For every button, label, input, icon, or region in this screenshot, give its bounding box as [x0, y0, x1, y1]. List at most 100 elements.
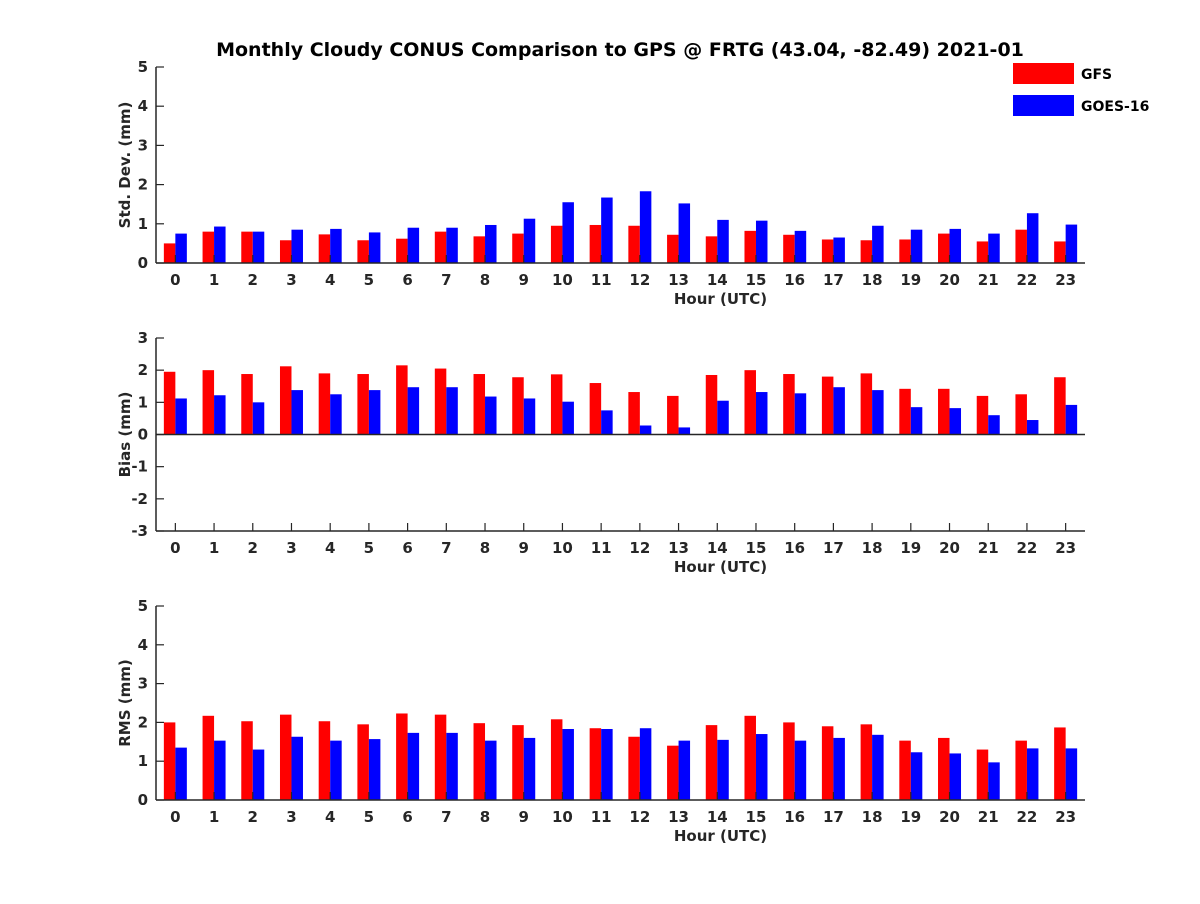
y-tick-label: 5	[138, 597, 148, 615]
bar-gfs-hour-22	[1015, 229, 1027, 263]
bar-gfs-hour-15	[744, 715, 756, 800]
bar-gfs-hour-17	[821, 239, 834, 263]
bar-goes-16-hour-2	[252, 749, 265, 800]
x-tick-label: 15	[746, 539, 767, 557]
x-tick-label: 17	[823, 808, 844, 826]
bar-gfs-hour-11	[589, 728, 602, 800]
x-tick-label: 1	[209, 271, 219, 289]
bar-gfs-hour-19	[899, 388, 911, 435]
bar-gfs-hour-2	[241, 231, 253, 263]
bar-goes-16-hour-15	[755, 392, 768, 435]
bar-goes-16-hour-7	[446, 227, 458, 263]
bar-gfs-hour-3	[279, 240, 292, 263]
bar-goes-16-hour-6	[407, 387, 420, 435]
x-tick-label: 3	[286, 539, 296, 557]
x-tick-label: 20	[939, 539, 960, 557]
bar-gfs-hour-11	[589, 383, 602, 435]
bar-goes-16-hour-2	[252, 402, 265, 435]
bar-gfs-hour-2	[241, 374, 253, 435]
bar-goes-16-hour-19	[910, 752, 923, 800]
x-tick-label: 4	[325, 539, 335, 557]
x-tick-label: 14	[707, 271, 728, 289]
x-tick-label: 1	[209, 808, 219, 826]
bar-goes-16-hour-18	[872, 734, 884, 800]
bar-gfs-hour-5	[357, 240, 369, 263]
bar-gfs-hour-6	[396, 365, 408, 435]
bar-goes-16-hour-13	[678, 203, 691, 263]
x-tick-label: 13	[668, 539, 689, 557]
bar-goes-16-hour-6	[407, 227, 420, 263]
bar-gfs-hour-20	[938, 233, 950, 263]
bar-gfs-hour-23	[1054, 377, 1066, 435]
bar-goes-16-hour-23	[1065, 748, 1078, 800]
x-tick-label: 6	[402, 539, 412, 557]
bar-gfs-hour-14	[705, 725, 718, 800]
bar-goes-16-hour-14	[717, 219, 729, 263]
x-tick-label: 4	[325, 271, 335, 289]
bar-gfs-hour-6	[396, 713, 408, 800]
bar-gfs-hour-0	[163, 243, 176, 263]
bar-goes-16-hour-1	[214, 226, 226, 263]
bar-gfs-hour-9	[512, 233, 524, 263]
bar-gfs-hour-13	[667, 395, 679, 435]
bar-goes-16-hour-19	[910, 407, 923, 435]
y-tick-label: 2	[138, 361, 148, 379]
x-tick-label: 14	[707, 808, 728, 826]
bar-goes-16-hour-21	[988, 415, 1000, 435]
x-axis-label: Hour (UTC)	[674, 827, 767, 845]
x-tick-label: 16	[784, 539, 805, 557]
bar-goes-16-hour-9	[523, 737, 536, 800]
bar-goes-16-hour-4	[330, 394, 342, 435]
bar-goes-16-hour-13	[678, 740, 691, 800]
bar-goes-16-hour-16	[794, 230, 807, 263]
bar-gfs-hour-17	[821, 726, 834, 800]
bar-gfs-hour-18	[860, 240, 873, 263]
bar-gfs-hour-8	[473, 236, 486, 263]
x-tick-label: 21	[978, 808, 999, 826]
x-tick-label: 23	[1055, 271, 1076, 289]
bar-goes-16-hour-3	[291, 390, 303, 435]
bar-goes-16-hour-7	[446, 732, 458, 800]
bar-goes-16-hour-10	[562, 401, 574, 435]
bar-goes-16-hour-12	[639, 191, 652, 263]
bar-gfs-hour-22	[1015, 740, 1027, 800]
legend-swatch	[1013, 95, 1074, 116]
x-tick-label: 8	[480, 808, 490, 826]
bar-goes-16-hour-6	[407, 732, 420, 800]
bar-goes-16-hour-22	[1026, 748, 1039, 800]
bar-gfs-hour-15	[744, 230, 756, 263]
bar-goes-16-hour-21	[988, 762, 1000, 800]
y-axis-label: Bias (mm)	[116, 392, 134, 478]
bar-goes-16-hour-10	[562, 202, 574, 263]
y-tick-label: 1	[138, 215, 148, 233]
bar-gfs-hour-16	[783, 234, 795, 263]
bar-gfs-hour-15	[744, 370, 756, 435]
x-tick-label: 11	[591, 539, 612, 557]
bar-gfs-hour-18	[860, 724, 873, 800]
bar-gfs-hour-21	[976, 749, 989, 800]
bar-goes-16-hour-10	[562, 728, 574, 800]
bar-goes-16-hour-1	[214, 395, 226, 435]
bar-goes-16-hour-0	[175, 747, 187, 800]
y-tick-label: 0	[138, 426, 148, 444]
y-tick-label: -2	[131, 490, 148, 508]
x-tick-label: 17	[823, 271, 844, 289]
bar-gfs-hour-8	[473, 723, 486, 800]
bar-gfs-hour-8	[473, 374, 486, 435]
bar-goes-16-hour-11	[601, 197, 613, 263]
x-tick-label: 11	[591, 271, 612, 289]
x-tick-label: 16	[784, 271, 805, 289]
bar-gfs-hour-12	[628, 225, 640, 263]
bar-goes-16-hour-14	[717, 400, 729, 435]
x-tick-label: 20	[939, 271, 960, 289]
bar-gfs-hour-20	[938, 737, 950, 800]
x-tick-label: 18	[862, 539, 883, 557]
bar-gfs-hour-23	[1054, 241, 1066, 263]
bar-goes-16-hour-0	[175, 398, 187, 435]
y-tick-label: 1	[138, 752, 148, 770]
bar-goes-16-hour-0	[175, 233, 187, 263]
x-tick-label: 4	[325, 808, 335, 826]
